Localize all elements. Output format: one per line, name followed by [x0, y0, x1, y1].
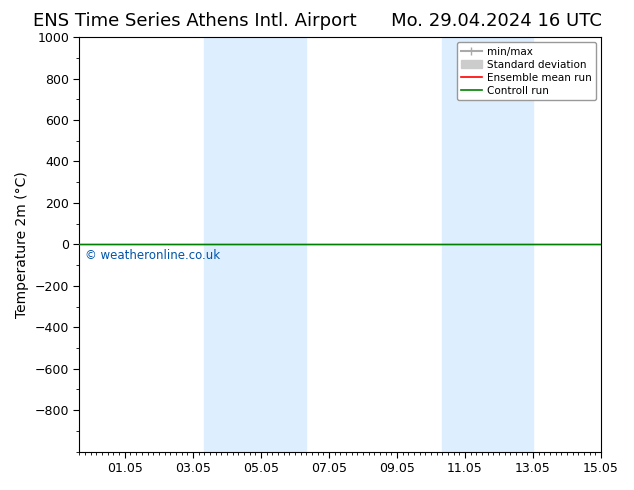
Text: ENS Time Series Athens Intl. Airport      Mo. 29.04.2024 16 UTC: ENS Time Series Athens Intl. Airport Mo.…: [32, 12, 602, 30]
Text: © weatheronline.co.uk: © weatheronline.co.uk: [85, 248, 220, 262]
Y-axis label: Temperature 2m (°C): Temperature 2m (°C): [15, 171, 29, 318]
Bar: [443, 37, 533, 452]
Legend: min/max, Standard deviation, Ensemble mean run, Controll run: min/max, Standard deviation, Ensemble me…: [456, 42, 596, 100]
Bar: [204, 37, 306, 452]
